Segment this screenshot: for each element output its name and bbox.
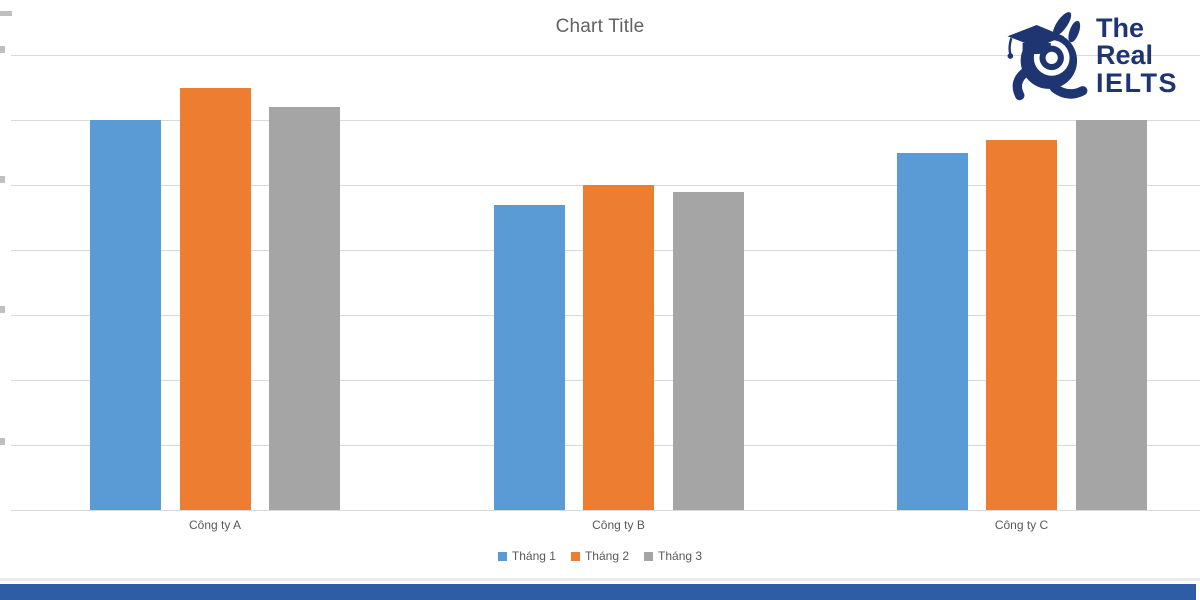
category-label: Công ty A — [188, 518, 242, 532]
logo-text: The Real IELTS — [1096, 12, 1192, 98]
legend-swatch-icon — [570, 551, 580, 561]
legend-item: Tháng 2 — [570, 549, 630, 563]
bar-tháng-3-công-ty-a — [269, 107, 340, 510]
cropped-y-axis-label-remnant — [0, 46, 5, 53]
bottom-divider — [0, 578, 1200, 581]
cropped-y-axis-label-remnant — [0, 306, 5, 313]
bar-tháng-2-công-ty-a — [179, 87, 251, 510]
bar-tháng-2-công-ty-b — [583, 185, 654, 510]
legend-swatch-icon — [644, 551, 654, 561]
bar-tháng-3-công-ty-b — [672, 191, 744, 510]
bar-tháng-1-công-ty-a — [90, 120, 161, 510]
legend-item: Tháng 1 — [497, 549, 556, 563]
cropped-y-axis-label-remnant — [0, 176, 5, 183]
graduation-cap-icon — [1007, 24, 1064, 59]
legend-swatch-icon — [497, 551, 507, 561]
category-label: Công ty B — [592, 518, 645, 532]
legend-label: Tháng 1 — [511, 549, 556, 563]
gridline — [11, 120, 1200, 121]
the-real-ielts-logo: The Real IELTS — [1000, 6, 1192, 106]
bar-tháng-3-công-ty-c — [1075, 120, 1147, 510]
chart-title: Chart Title — [555, 16, 645, 37]
legend-item: Tháng 3 — [644, 549, 702, 563]
rabbit-graduation-cap-mascot-icon — [1007, 12, 1088, 101]
legend-label: Tháng 3 — [658, 549, 703, 563]
x-axis-line — [11, 510, 1200, 511]
legend-label: Tháng 2 — [584, 549, 630, 563]
bar-tháng-1-công-ty-b — [493, 204, 565, 510]
cropped-y-axis-label-remnant — [0, 438, 5, 445]
footer-blue-strip — [0, 584, 1196, 600]
cropped-y-axis-label-remnant — [0, 11, 12, 16]
chart-legend: Tháng 1 Tháng 2 Tháng 3 — [0, 549, 1200, 563]
bar-tháng-2-công-ty-c — [986, 139, 1057, 510]
category-label: Công ty C — [994, 518, 1049, 532]
logo-line1: The Real — [1096, 12, 1154, 71]
gridline — [11, 55, 1200, 56]
logo-line2: IELTS — [1096, 67, 1179, 98]
bar-tháng-1-công-ty-c — [896, 152, 968, 510]
